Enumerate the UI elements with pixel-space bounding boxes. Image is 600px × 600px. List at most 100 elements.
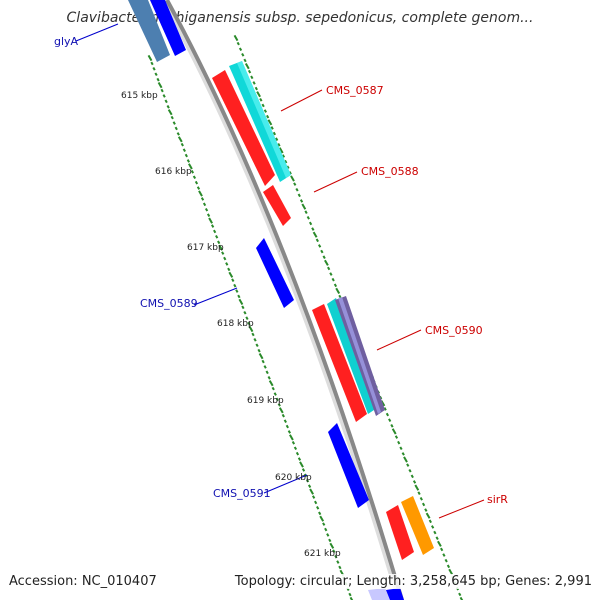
tick-dot: [204, 207, 209, 212]
tick-dot: [245, 316, 249, 320]
tick-dot: [150, 61, 154, 66]
tick-dot: [309, 488, 314, 495]
tick-dot: [383, 407, 387, 411]
gene-CMS_0591[interactable]: [328, 423, 369, 508]
gene-partial-bottom: [368, 588, 404, 600]
tick-dot: [184, 153, 188, 158]
gene-CMS_0589[interactable]: [256, 238, 294, 308]
tick-dot: [399, 446, 403, 451]
tick-dot: [431, 525, 435, 529]
tick-dot: [459, 596, 465, 600]
leader-CMS_0588: [313, 171, 358, 193]
tick-dot: [283, 419, 287, 423]
tick-dot: [182, 148, 186, 152]
tick-dot: [231, 278, 235, 283]
label-glyA: glyA: [54, 35, 79, 48]
tick-dot: [176, 132, 180, 136]
label-CMS_0588: CMS_0588: [361, 165, 419, 178]
tick-dot: [255, 343, 259, 348]
tick-dot: [316, 506, 320, 510]
tick-label-615: 615 kbp: [121, 91, 158, 101]
tick-dot: [225, 262, 229, 266]
tick-label-619: 619 kbp: [247, 396, 284, 406]
tick-dot: [315, 238, 319, 243]
tick-dot: [331, 277, 335, 282]
tick-dot: [190, 170, 195, 174]
tick-dot: [322, 522, 326, 526]
tick-dot: [290, 175, 295, 182]
tick-label-620: 620 kbp: [275, 473, 312, 483]
tick-dot: [221, 251, 225, 255]
tick-dot: [202, 202, 207, 207]
gene-CMS_0587[interactable]: [212, 61, 291, 186]
tick-dot: [177, 136, 183, 143]
tick-dot: [295, 187, 299, 192]
leader-CMS_0591: [263, 474, 308, 494]
tick-dot: [312, 231, 318, 238]
tick-dot: [287, 430, 291, 434]
tick-dot: [261, 359, 265, 364]
tick-dot: [247, 69, 252, 74]
tick-dot: [188, 163, 193, 170]
tick-dot: [297, 193, 301, 198]
tick-dot: [258, 353, 264, 360]
tick-dot: [267, 119, 273, 126]
tick-dot: [295, 451, 300, 456]
gene-sirR[interactable]: [386, 496, 434, 560]
tick-dot: [170, 115, 174, 120]
tick-dot: [250, 75, 254, 80]
leader-sirR: [438, 499, 485, 519]
tick-dot: [208, 217, 213, 224]
tick-dot: [458, 592, 462, 597]
tick-dot: [440, 547, 444, 552]
tick-dot: [235, 289, 239, 293]
tick-dot: [236, 41, 240, 46]
tick-dot: [267, 375, 271, 380]
tick-dot: [327, 266, 331, 271]
tick-dot: [180, 142, 184, 147]
tick-dot: [419, 497, 423, 501]
gene-glyA[interactable]: [128, 0, 186, 62]
tick-dot: [263, 365, 267, 369]
tick-labels: 615 kbp 616 kbp 617 kbp 618 kbp 619 kbp …: [121, 91, 341, 559]
label-CMS_0589: CMS_0589: [140, 297, 198, 310]
tick-dot: [215, 235, 219, 239]
tick-dot: [237, 294, 241, 299]
tick-dot: [306, 216, 310, 220]
tick-dot: [241, 53, 245, 57]
tick-dots-outer: [233, 34, 465, 600]
tick-dot: [238, 298, 244, 305]
label-CMS_0591: CMS_0591: [213, 487, 271, 500]
leader-CMS_0587: [280, 89, 323, 112]
tick-dot: [257, 348, 261, 353]
tick-dot: [448, 568, 454, 575]
label-leaders: [75, 23, 485, 519]
tick-dot: [277, 403, 281, 407]
tick-dot: [425, 512, 431, 519]
tick-dot: [244, 63, 250, 70]
gene-CMS_0590[interactable]: [312, 296, 385, 422]
tick-dot: [435, 536, 439, 540]
tick-dot: [254, 86, 258, 91]
tick-dot: [437, 540, 442, 547]
tick-dot: [271, 386, 275, 391]
tick-dot: [338, 565, 342, 570]
tick-dot: [263, 109, 267, 113]
tick-dot: [336, 560, 340, 564]
tick-dot: [167, 109, 173, 116]
tick-dot: [261, 103, 265, 108]
tick-dot: [433, 530, 437, 535]
tick-dot: [272, 131, 277, 136]
tick-dot: [324, 527, 328, 532]
tick-dot: [335, 287, 341, 294]
tick-dot: [314, 500, 318, 505]
leader-CMS_0590: [376, 329, 422, 351]
tick-dot: [442, 553, 446, 557]
tick-dot: [164, 99, 168, 104]
tick-dot: [406, 463, 410, 467]
gene-CMS_0588[interactable]: [263, 185, 291, 226]
tick-dot: [401, 452, 405, 456]
gene-labels: glyA CMS_0587 CMS_0588 CMS_0589 CMS_0590…: [54, 35, 508, 506]
tick-dot: [196, 186, 201, 190]
